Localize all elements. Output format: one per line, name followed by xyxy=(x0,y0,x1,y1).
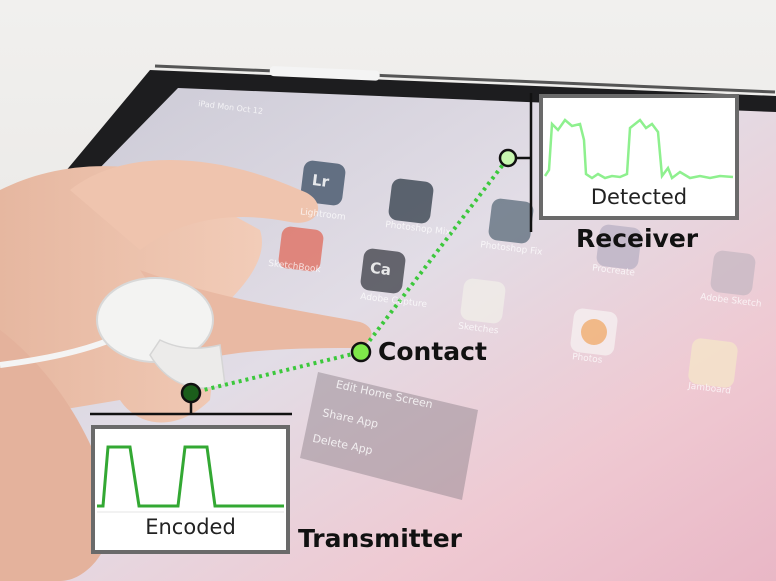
detected-signal-line xyxy=(543,118,734,180)
encoded-plot-area xyxy=(97,431,284,511)
app-icons xyxy=(278,160,756,388)
photos-flower-icon xyxy=(581,319,607,345)
dotted-path-contact-to-receiver xyxy=(359,156,510,354)
receiver-label: Receiver xyxy=(576,224,699,253)
app-icon-jamboard xyxy=(688,338,738,388)
app-icon-sketchbook xyxy=(278,226,324,272)
detected-caption: Detected xyxy=(590,185,688,209)
apple-pencil xyxy=(269,66,380,81)
app-icon-procreate xyxy=(596,224,642,270)
detected-plot-frame xyxy=(539,94,739,220)
encoded-caption: Encoded xyxy=(145,515,236,539)
tablet-edge xyxy=(154,64,776,94)
dotted-path-transmitter-to-contact xyxy=(190,350,362,395)
encoded-signal-line xyxy=(97,445,284,508)
hand-index-finger xyxy=(70,160,319,250)
app-icon-adobe-sketch xyxy=(710,250,756,296)
app-icon-photoshop-mix xyxy=(388,178,434,224)
contact-node xyxy=(350,341,372,363)
receiver-node xyxy=(498,148,518,168)
app-abbr-adobe-capture: Ca xyxy=(368,258,393,280)
app-icon-sketches xyxy=(460,278,506,324)
app-icon-lightroom xyxy=(300,160,346,206)
contact-label: Contact xyxy=(378,337,487,366)
transmitter-label: Transmitter xyxy=(298,524,462,553)
app-abbr-lightroom: Lr xyxy=(310,171,331,191)
ring-wearable-band xyxy=(149,339,226,389)
context-menu xyxy=(300,372,478,500)
hand-thumb xyxy=(0,330,112,581)
transmitter-node xyxy=(180,382,202,404)
app-icon-photoshop-fix xyxy=(488,198,534,244)
wearable-cable xyxy=(0,337,112,368)
app-icon-adobe-capture xyxy=(360,248,406,294)
